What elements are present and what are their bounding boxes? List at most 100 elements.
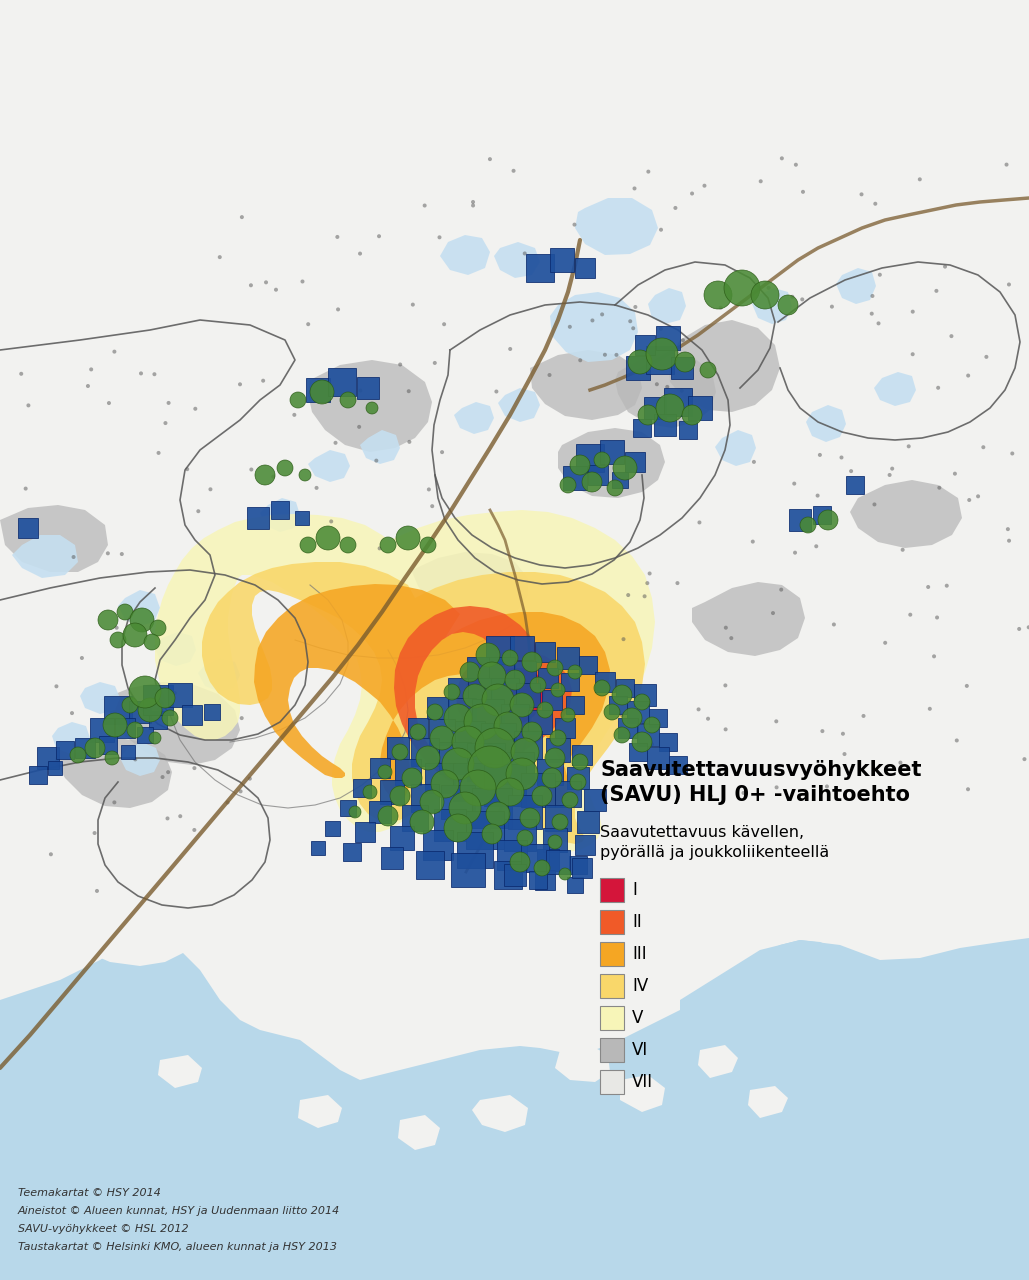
Circle shape (818, 453, 822, 457)
Circle shape (90, 367, 94, 371)
Polygon shape (549, 292, 638, 362)
Bar (328, 369, 356, 396)
Bar (557, 646, 579, 669)
Circle shape (443, 704, 472, 732)
Text: pyörällä ja joukkoliikenteellä: pyörällä ja joukkoliikenteellä (600, 845, 829, 860)
Circle shape (510, 852, 530, 872)
Bar (529, 870, 547, 890)
Bar (647, 748, 669, 769)
Circle shape (758, 179, 762, 183)
Bar (521, 844, 549, 872)
Circle shape (150, 620, 166, 636)
Circle shape (641, 721, 645, 724)
Bar (542, 690, 562, 710)
Circle shape (666, 385, 669, 389)
Circle shape (431, 771, 459, 797)
Bar (575, 259, 595, 278)
Circle shape (723, 684, 728, 687)
Circle shape (122, 698, 138, 713)
Circle shape (700, 362, 716, 378)
Circle shape (430, 726, 454, 750)
Bar (600, 1070, 624, 1094)
Circle shape (650, 742, 654, 746)
Circle shape (107, 401, 111, 404)
Bar (467, 657, 489, 678)
Circle shape (774, 719, 778, 723)
Circle shape (522, 722, 542, 742)
Circle shape (647, 571, 651, 576)
Circle shape (830, 305, 833, 308)
Circle shape (767, 285, 771, 289)
Bar (508, 795, 542, 829)
Bar (484, 764, 526, 806)
Circle shape (209, 488, 212, 492)
Circle shape (801, 297, 805, 301)
Polygon shape (465, 668, 545, 728)
Circle shape (690, 192, 695, 196)
Bar (669, 756, 687, 774)
Bar (572, 858, 592, 878)
Circle shape (937, 485, 942, 490)
Circle shape (80, 655, 84, 660)
Circle shape (638, 404, 658, 425)
Circle shape (423, 204, 427, 207)
Circle shape (149, 732, 161, 744)
Circle shape (442, 748, 474, 780)
Circle shape (1010, 452, 1015, 456)
Circle shape (628, 349, 652, 374)
Circle shape (878, 273, 882, 276)
Circle shape (953, 471, 957, 476)
Circle shape (633, 187, 637, 191)
Circle shape (197, 509, 201, 513)
Polygon shape (494, 242, 540, 278)
Circle shape (697, 708, 701, 712)
Bar (502, 751, 534, 783)
Circle shape (724, 270, 760, 306)
Circle shape (1007, 539, 1012, 543)
Bar (439, 742, 471, 774)
Bar (584, 788, 606, 812)
Bar (528, 710, 552, 733)
Circle shape (659, 326, 663, 330)
Bar (411, 783, 439, 812)
Circle shape (730, 636, 734, 640)
Bar (600, 910, 624, 934)
Bar (566, 696, 584, 714)
Polygon shape (394, 605, 572, 782)
Polygon shape (874, 372, 916, 406)
Circle shape (861, 714, 865, 718)
Bar (380, 780, 404, 804)
Circle shape (496, 778, 524, 806)
Bar (472, 788, 512, 828)
Polygon shape (158, 1055, 202, 1088)
Circle shape (918, 178, 922, 182)
Polygon shape (155, 509, 655, 852)
Circle shape (218, 255, 222, 259)
Bar (390, 826, 414, 850)
Circle shape (909, 613, 913, 617)
Circle shape (378, 547, 382, 550)
Circle shape (95, 888, 99, 893)
Text: VI: VI (632, 1041, 648, 1059)
Circle shape (70, 748, 86, 763)
Circle shape (614, 727, 630, 742)
Bar (657, 326, 680, 349)
Polygon shape (850, 480, 962, 548)
Bar (168, 684, 192, 707)
Circle shape (966, 374, 970, 378)
Bar (627, 701, 649, 723)
Circle shape (752, 460, 756, 463)
Circle shape (790, 294, 794, 298)
Circle shape (1007, 283, 1010, 287)
Text: Aineistot © Alueen kunnat, HSY ja Uudenmaan liitto 2014: Aineistot © Alueen kunnat, HSY ja Uudenm… (17, 1206, 341, 1216)
Bar (295, 511, 309, 525)
Circle shape (248, 777, 252, 781)
Circle shape (420, 790, 443, 814)
Circle shape (112, 349, 116, 353)
Circle shape (152, 372, 156, 376)
Bar (340, 800, 356, 817)
Circle shape (935, 616, 939, 620)
Circle shape (1006, 527, 1009, 531)
Bar (637, 724, 659, 746)
Polygon shape (498, 388, 540, 422)
